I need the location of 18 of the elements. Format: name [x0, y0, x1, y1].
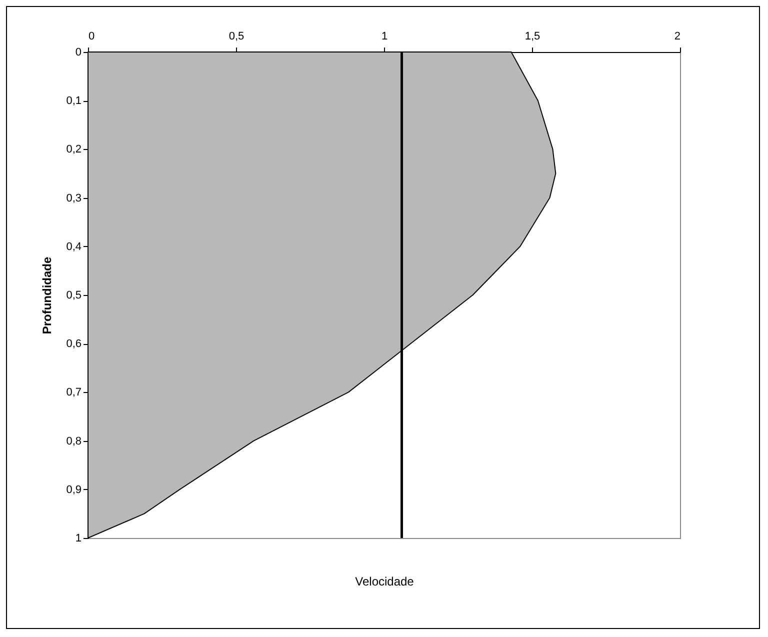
x-axis-title: Velocidade: [355, 574, 414, 588]
y-tick-label: 0,1: [66, 95, 82, 108]
x-tick-label: 2: [674, 30, 680, 42]
y-tick-label: 0,2: [66, 144, 82, 156]
x-tick-label: 1: [381, 30, 388, 42]
x-tick-label: 1,5: [524, 30, 540, 42]
y-axis-title: Profundidade: [40, 256, 54, 334]
y-tick-label: 0,7: [66, 386, 82, 399]
y-tick-label: 0,6: [66, 338, 82, 350]
y-tick-label: 0,5: [66, 290, 82, 302]
y-tick-label: 0,4: [66, 240, 82, 253]
x-tick-label: 0,5: [228, 30, 244, 42]
y-tick-label: 0,9: [66, 484, 82, 496]
y-tick-label: 0,3: [66, 192, 82, 204]
y-tick-label: 0: [75, 46, 82, 58]
y-tick-label: 0,8: [66, 435, 82, 448]
y-tick-label: 1: [75, 532, 82, 544]
x-tick-label: 0: [88, 30, 95, 42]
